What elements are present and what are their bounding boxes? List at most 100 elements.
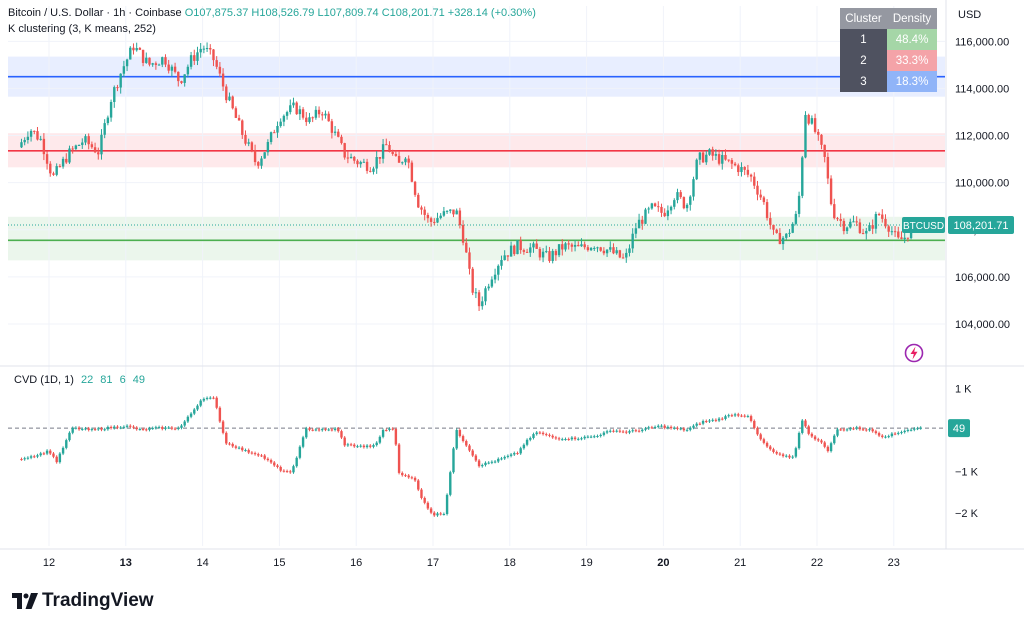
cvd-candle — [529, 437, 532, 440]
cvd-candle — [58, 453, 62, 463]
tradingview-logo-icon — [12, 593, 38, 609]
cvd-candle — [337, 428, 340, 432]
candle-body — [705, 154, 708, 163]
candle-body — [74, 145, 78, 149]
cvd-candle — [276, 465, 279, 468]
cvd-candle — [417, 480, 420, 490]
cvd-candle — [426, 502, 430, 509]
candle-body — [68, 148, 71, 163]
cvd-candle — [45, 450, 49, 454]
cvd-candle — [407, 475, 410, 478]
candle-body — [391, 152, 394, 154]
ohlc-close-label: C — [381, 7, 390, 19]
candle-body — [557, 244, 561, 256]
cluster-density: 48.4% — [887, 29, 937, 50]
candle-body — [621, 257, 625, 259]
candle-body — [452, 209, 455, 215]
candle-body — [449, 209, 452, 211]
cvd-candle — [423, 497, 426, 503]
candle-body — [493, 274, 497, 280]
cvd-candle — [129, 425, 132, 427]
cvd-candle — [807, 426, 810, 434]
cvd-candle — [580, 438, 583, 440]
cvd-candle — [263, 455, 266, 459]
candle-body — [455, 210, 458, 215]
candle-body — [801, 157, 804, 196]
cvd-candle — [311, 429, 314, 431]
candle-body — [785, 233, 788, 238]
candle-body — [362, 161, 366, 163]
cvd-candle — [279, 467, 282, 471]
candle-body — [490, 279, 494, 287]
candle-body — [551, 250, 554, 262]
candle-body — [833, 204, 836, 219]
candle-body — [481, 301, 484, 307]
candle-body — [199, 48, 202, 53]
cvd-candle — [183, 421, 186, 426]
candle-body — [573, 244, 577, 247]
candle-body — [487, 286, 490, 289]
cvd-candle — [535, 432, 538, 435]
candle-body — [625, 252, 628, 258]
cvd-tick-label: −2 K — [955, 508, 979, 520]
candle-body — [186, 66, 190, 75]
cvd-candle — [733, 414, 737, 416]
candle-body — [631, 233, 634, 249]
candle-body — [865, 230, 868, 234]
cvd-candle — [164, 427, 167, 429]
cvd-candle — [708, 420, 711, 422]
candle-body — [241, 120, 244, 135]
cvd-candle — [461, 436, 465, 442]
cvd-candle — [305, 428, 308, 438]
candle-body — [778, 232, 782, 245]
candle-body — [845, 227, 849, 232]
cvd-candle — [356, 446, 359, 448]
candle-body — [484, 288, 487, 302]
cvd-candle — [177, 427, 180, 429]
cvd-candle — [231, 443, 234, 447]
candle-body — [637, 219, 641, 229]
cvd-candle — [215, 397, 218, 408]
cvd-candle — [890, 433, 894, 437]
time-tick-label: 14 — [196, 557, 208, 569]
cvd-candle — [829, 443, 833, 452]
cvd-candle — [500, 458, 503, 460]
cvd-candle — [679, 428, 682, 430]
cluster-density: 18.3% — [887, 71, 937, 92]
currency-label[interactable]: USD — [958, 9, 982, 21]
cvd-candle — [241, 447, 244, 451]
tradingview-logo[interactable]: TradingView — [12, 590, 154, 612]
indicator-label[interactable]: K clustering (3, K means, 252) — [8, 23, 156, 35]
cvd-candle — [666, 426, 670, 428]
candle-body — [388, 144, 391, 153]
candle-body — [836, 218, 839, 220]
cvd-candle — [861, 429, 865, 431]
candle-body — [122, 66, 126, 74]
candle-body — [212, 49, 215, 61]
cvd-candle — [916, 428, 919, 430]
cvd-candle — [385, 430, 388, 432]
cvd-candle — [519, 448, 522, 454]
cvd-candle — [567, 439, 570, 441]
candle-body — [663, 212, 666, 217]
lightning-icon[interactable] — [903, 342, 925, 364]
candle-body — [308, 117, 311, 123]
cvd-candle — [266, 458, 270, 461]
candle-body — [138, 48, 142, 50]
candle-body — [695, 159, 698, 180]
cvd-candle — [660, 425, 663, 427]
candle-body — [289, 105, 292, 113]
cvd-candle — [490, 461, 494, 463]
candle-body — [189, 55, 193, 67]
candle-body — [279, 121, 282, 126]
candle-body — [471, 268, 474, 293]
candle-body — [29, 130, 33, 137]
cvd-candle — [765, 442, 769, 447]
candle-body — [266, 142, 270, 153]
candle-body — [237, 117, 241, 121]
candle-body — [513, 245, 516, 255]
cvd-candle — [641, 429, 644, 432]
cvd-candle — [193, 409, 196, 414]
cvd-candle — [625, 431, 628, 433]
